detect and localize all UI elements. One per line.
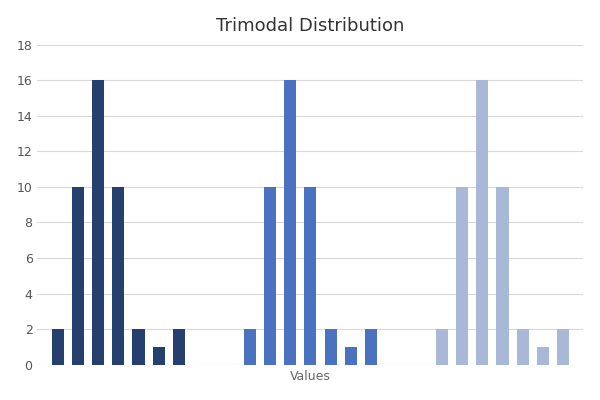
Bar — [436, 329, 448, 365]
Bar — [496, 187, 509, 365]
Bar — [72, 187, 84, 365]
Bar — [517, 329, 529, 365]
Bar — [173, 329, 185, 365]
Bar — [284, 80, 296, 365]
Bar — [345, 347, 357, 365]
Bar — [537, 347, 549, 365]
Bar — [112, 187, 124, 365]
Bar — [264, 187, 276, 365]
Bar — [456, 187, 468, 365]
Bar — [133, 329, 145, 365]
Bar — [557, 329, 569, 365]
Bar — [325, 329, 337, 365]
X-axis label: Values: Values — [290, 370, 331, 383]
Bar — [52, 329, 64, 365]
Bar — [476, 80, 488, 365]
Bar — [244, 329, 256, 365]
Bar — [152, 347, 165, 365]
Bar — [92, 80, 104, 365]
Bar — [365, 329, 377, 365]
Title: Trimodal Distribution: Trimodal Distribution — [216, 17, 404, 35]
Bar — [304, 187, 316, 365]
